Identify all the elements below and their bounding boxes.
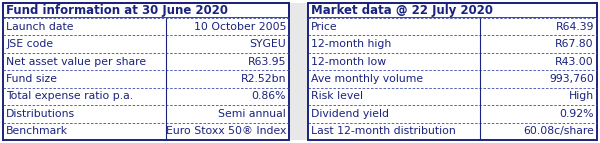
Text: 0.92%: 0.92% [560, 109, 594, 119]
Text: Launch date: Launch date [6, 22, 74, 32]
Text: Risk level: Risk level [311, 91, 363, 101]
Text: R2.52bn: R2.52bn [241, 74, 286, 84]
Bar [308, 3, 597, 140]
Bar [3, 53, 289, 70]
Text: R63.95: R63.95 [248, 57, 286, 67]
Text: Semi annual: Semi annual [218, 109, 286, 119]
Text: Fund information at 30 June 2020: Fund information at 30 June 2020 [6, 4, 228, 17]
Bar [308, 18, 597, 35]
Text: Distributions: Distributions [6, 109, 75, 119]
Text: Dividend yield: Dividend yield [311, 109, 389, 119]
Text: 0.86%: 0.86% [251, 91, 286, 101]
Bar [308, 123, 597, 140]
Text: Market data @ 22 July 2020: Market data @ 22 July 2020 [311, 4, 493, 17]
Text: High: High [569, 91, 594, 101]
Bar [3, 88, 289, 105]
Text: 60.08c/share: 60.08c/share [523, 126, 594, 136]
Bar [308, 88, 597, 105]
Bar [289, 3, 308, 140]
Bar [3, 18, 289, 35]
Text: Fund size: Fund size [6, 74, 57, 84]
Text: JSE code: JSE code [6, 39, 53, 49]
Text: Euro Stoxx 50® Index: Euro Stoxx 50® Index [166, 126, 286, 136]
Bar [308, 53, 597, 70]
Text: Net asset value per share: Net asset value per share [6, 57, 146, 67]
Text: Ave monthly volume: Ave monthly volume [311, 74, 423, 84]
Text: SYGEU: SYGEU [249, 39, 286, 49]
Text: Benchmark: Benchmark [6, 126, 68, 136]
Text: R67.80: R67.80 [556, 39, 594, 49]
Text: 10 October 2005: 10 October 2005 [193, 22, 286, 32]
Bar [308, 105, 597, 123]
Bar [3, 105, 289, 123]
Text: R43.00: R43.00 [555, 57, 594, 67]
Bar [3, 3, 289, 140]
Text: Price: Price [311, 22, 338, 32]
Bar [308, 3, 597, 18]
Text: 12-month low: 12-month low [311, 57, 386, 67]
Bar [3, 3, 289, 18]
Text: R64.39: R64.39 [556, 22, 594, 32]
Bar [3, 35, 289, 53]
Text: Total expense ratio p.a.: Total expense ratio p.a. [6, 91, 133, 101]
Text: Last 12-month distribution: Last 12-month distribution [311, 126, 456, 136]
Bar [308, 70, 597, 88]
Bar [308, 35, 597, 53]
Bar [3, 70, 289, 88]
Bar [3, 123, 289, 140]
Text: 12-month high: 12-month high [311, 39, 391, 49]
Text: 993,760: 993,760 [549, 74, 594, 84]
